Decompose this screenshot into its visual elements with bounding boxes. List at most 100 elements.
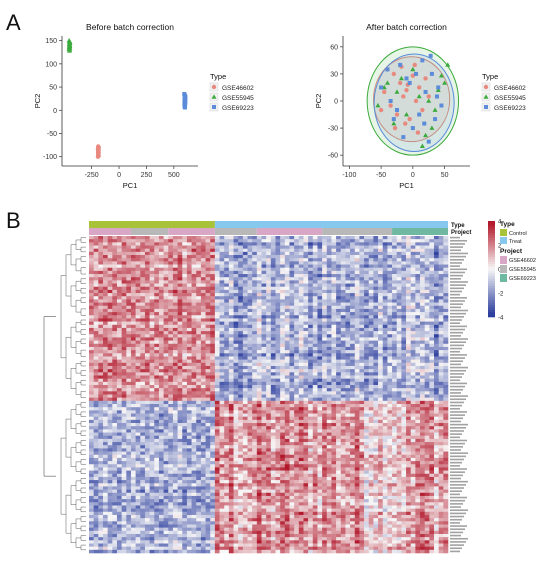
heatmap-cell [242,407,248,411]
heatmap-cell [354,318,360,322]
heatmap-cell [126,353,132,357]
heatmap-cell [182,404,188,408]
heatmap-cell [205,423,211,427]
heatmap-cell [270,416,276,421]
heatmap-cell [294,248,300,253]
heatmap-cell [242,242,248,246]
heatmap-cell [415,286,421,291]
heatmap-cell [196,423,202,427]
heatmap-cell [247,384,253,389]
heatmap-cell [443,321,449,326]
heatmap-cell [126,331,132,335]
heatmap-cell [359,394,365,398]
heatmap-cell [261,331,267,335]
heatmap-cell [289,305,295,310]
heatmap-cell [224,394,230,398]
heatmap-cell [252,413,258,417]
heatmap-cell [410,378,416,383]
heatmap-cell [438,264,444,268]
heatmap-cell [219,375,225,379]
heatmap-cell [116,280,122,284]
heatmap-cell [219,261,225,265]
heatmap-cell [331,426,337,430]
heatmap-cell [130,327,136,332]
data-point [66,48,72,53]
heatmap-cell [378,308,384,313]
heatmap-cell [378,343,384,348]
data-point [403,121,408,126]
heatmap-cell [317,407,323,411]
heatmap-cell [336,312,342,316]
heatmap-cell [298,318,304,322]
heatmap-cell [200,277,206,281]
heatmap-cell [434,280,439,284]
heatmap-cell [308,391,314,395]
heatmap-cell [154,413,160,417]
heatmap-cell [294,423,300,427]
heatmap-cell [247,356,253,360]
heatmap-cell [135,274,141,278]
heatmap-cell [331,340,337,345]
heatmap-cell [168,239,174,243]
heatmap-cell [429,255,435,259]
heatmap-cell [116,416,122,421]
heatmap-cell [429,267,435,272]
heatmap-cell [163,397,169,402]
heatmap-cell [233,419,239,424]
heatmap-cell [298,239,304,243]
heatmap-cell [252,340,258,345]
heatmap-cell [350,312,356,316]
heatmap-cell [336,375,342,379]
heatmap-cell [210,264,216,268]
heatmap-cell [191,261,197,265]
x-tick-label: -50 [376,172,386,179]
heatmap-cell [415,365,421,370]
heatmap-cell [354,416,360,421]
heatmap-cell [303,274,309,278]
heatmap-cell [107,429,113,433]
heatmap-cell [368,270,374,275]
heatmap-cell [116,305,122,310]
heatmap-cell [354,381,360,386]
heatmap-cell [396,346,402,351]
heatmap-cell [149,331,155,335]
heatmap-cell [429,283,435,288]
heatmap-cell [317,289,323,294]
heatmap-cell [116,296,122,300]
heatmap-cell [429,318,435,322]
heatmap-cell [196,267,202,272]
heatmap-cell [364,280,370,284]
heatmap-cell [382,261,388,265]
heatmap-cell [228,359,234,364]
heatmap-cell [284,378,290,383]
heatmap-cell [401,327,407,332]
heatmap-cell [186,245,192,249]
heatmap-cell [312,286,318,291]
heatmap-cell [326,293,332,297]
heatmap-cell [410,391,416,395]
heatmap-cell [130,378,136,383]
heatmap-cell [382,280,388,284]
heatmap-cell [149,375,155,379]
heatmap-cell [303,293,309,297]
heatmap-cell [368,258,374,262]
heatmap-cell [401,369,407,373]
heatmap-cell [401,305,407,310]
heatmap-cell [270,283,276,288]
heatmap-cell [424,331,430,335]
heatmap-cell [135,255,141,259]
heatmap-cell [317,346,323,351]
heatmap-cell [242,419,248,424]
heatmap-cell [93,286,99,291]
heatmap-cell [214,397,220,402]
heatmap-cell [438,242,444,246]
heatmap-cell [177,416,183,421]
heatmap-cell [266,381,272,386]
heatmap-cell [280,318,286,322]
heatmap-cell [373,236,379,240]
heatmap-cell [396,296,402,300]
heatmap-cell [415,236,421,240]
heatmap-cell [177,289,183,294]
heatmap-cell [224,248,230,253]
heatmap-cell [168,277,174,281]
